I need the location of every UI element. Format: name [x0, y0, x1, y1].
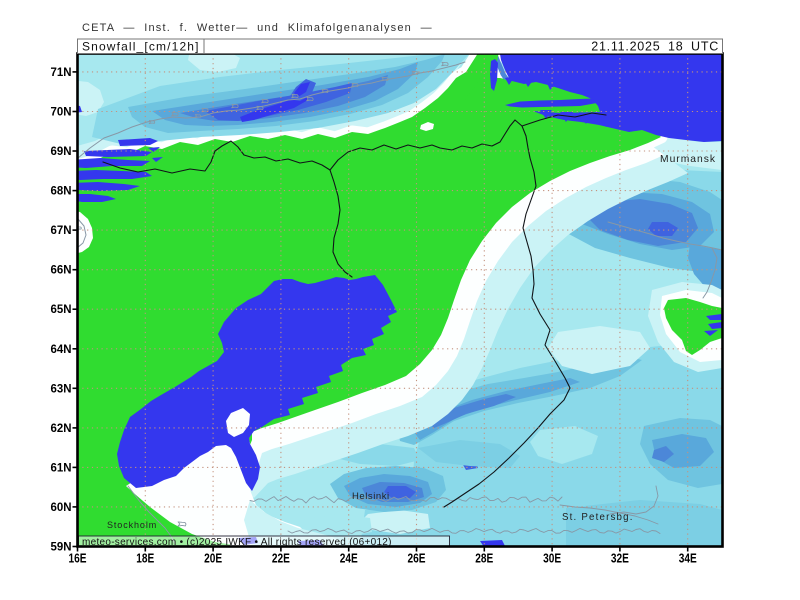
svg-text:30E: 30E	[543, 552, 561, 566]
svg-text:34E: 34E	[679, 552, 697, 566]
svg-text:meteo-services.com • (c)2025 I: meteo-services.com • (c)2025 IWKF • All …	[82, 537, 392, 548]
svg-text:28E: 28E	[475, 552, 493, 566]
svg-text:64N: 64N	[51, 344, 72, 356]
svg-text:Snowfall_[cm/12h]: Snowfall_[cm/12h]	[82, 40, 200, 54]
svg-text:66N: 66N	[51, 265, 72, 277]
svg-text:61N: 61N	[51, 462, 72, 474]
svg-text:62N: 62N	[51, 423, 72, 435]
svg-text:21.11.2025 18 UTC: 21.11.2025 18 UTC	[591, 40, 719, 54]
svg-text:20E: 20E	[204, 552, 222, 566]
svg-text:18E: 18E	[136, 552, 154, 566]
svg-text:71N: 71N	[51, 67, 72, 79]
svg-text:CETA — Inst. f. Wetter— und Kl: CETA — Inst. f. Wetter— und Klimafolgena…	[82, 22, 433, 34]
svg-text:24E: 24E	[340, 552, 358, 566]
svg-text:63N: 63N	[51, 383, 72, 395]
svg-text:60N: 60N	[51, 502, 72, 514]
svg-text:22E: 22E	[272, 552, 290, 566]
svg-text:Helsinki: Helsinki	[352, 491, 390, 502]
svg-text:65N: 65N	[51, 304, 72, 316]
svg-text:32E: 32E	[611, 552, 629, 566]
svg-text:Murmansk: Murmansk	[660, 154, 716, 165]
svg-text:16E: 16E	[69, 552, 87, 566]
svg-text:St. Petersbg.: St. Petersbg.	[562, 512, 634, 523]
svg-text:69N: 69N	[51, 146, 72, 158]
svg-text:68N: 68N	[51, 186, 72, 198]
svg-text:Stockholm: Stockholm	[107, 520, 157, 530]
svg-text:59N: 59N	[51, 542, 72, 554]
svg-text:70N: 70N	[51, 107, 72, 119]
svg-text:67N: 67N	[51, 225, 72, 237]
svg-text:26E: 26E	[408, 552, 426, 566]
